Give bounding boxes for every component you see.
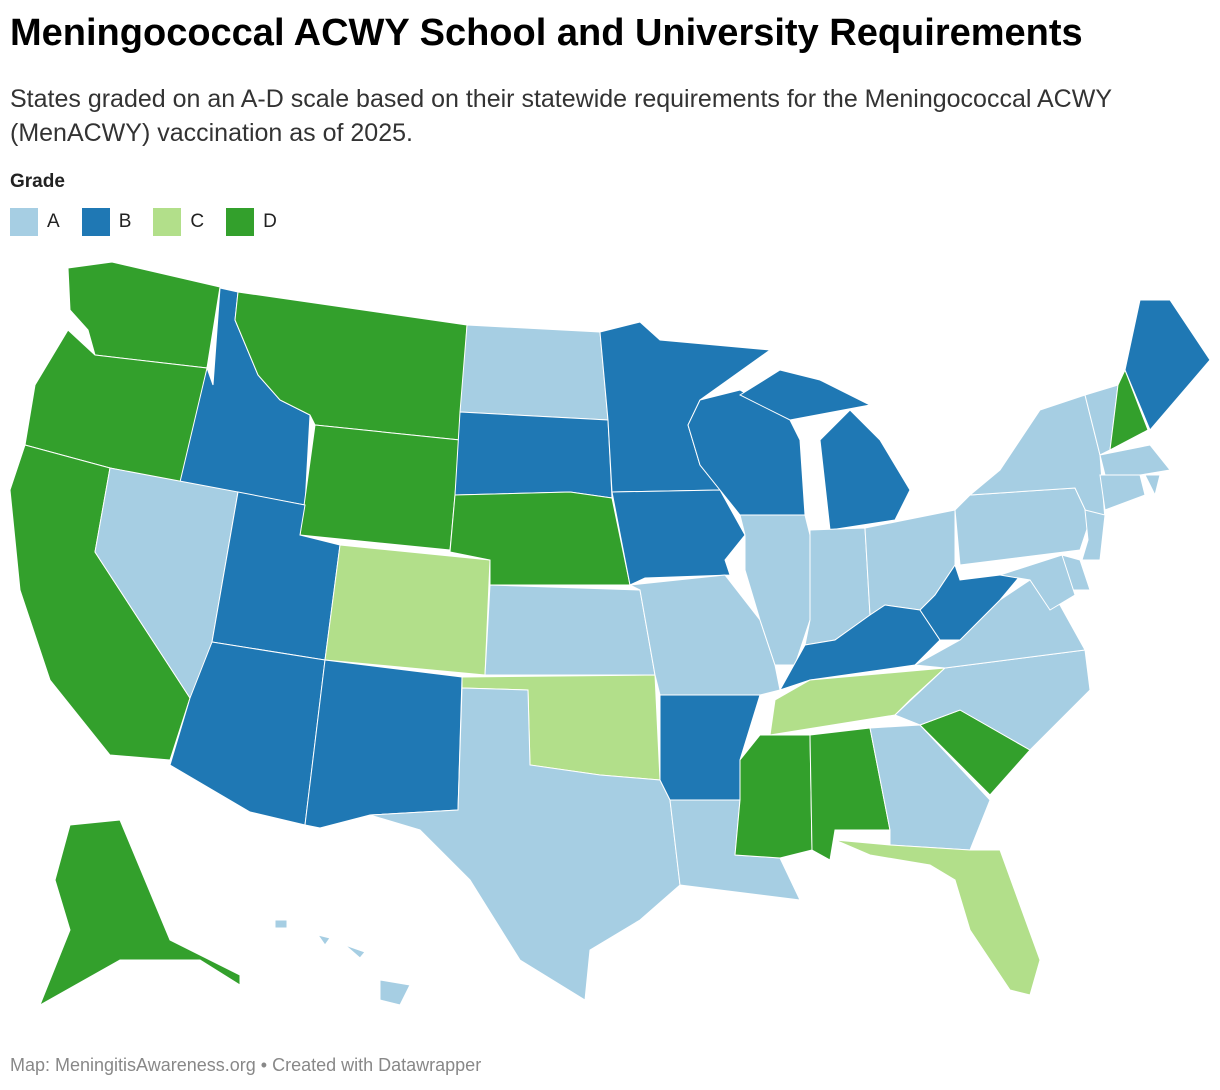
legend-title: Grade [10, 171, 65, 192]
legend-item: A [10, 208, 60, 236]
state [316, 934, 331, 946]
legend-swatch [10, 208, 38, 236]
state [834, 839, 1041, 996]
state [304, 659, 463, 829]
state [1081, 509, 1106, 561]
legend-swatch [153, 208, 182, 236]
state [819, 409, 911, 531]
state [1124, 299, 1211, 431]
legend-item: D [226, 208, 277, 236]
state [369, 687, 681, 1001]
legend-label: A [47, 211, 60, 232]
legend-swatch [81, 208, 110, 236]
state [379, 979, 411, 1006]
state [454, 411, 613, 499]
state [324, 544, 491, 676]
state [738, 369, 872, 421]
state [954, 487, 1091, 566]
legend-swatch [226, 208, 255, 236]
state [1099, 474, 1146, 511]
subtitle: States graded on an A-D scale based on t… [10, 85, 1112, 147]
state [734, 734, 813, 859]
state [611, 489, 746, 586]
state [299, 424, 461, 551]
footer: Map: MeningitisAwareness.org • Created w… [10, 1055, 482, 1075]
state [449, 491, 631, 586]
state [274, 919, 288, 929]
state [778, 604, 941, 691]
state [1109, 368, 1149, 451]
state [739, 514, 811, 666]
state [459, 324, 609, 421]
state [999, 554, 1076, 611]
state [1099, 444, 1171, 476]
title: Meningococcal ACWY School and University… [10, 12, 1083, 54]
state [628, 574, 781, 696]
state [1144, 474, 1161, 497]
legend-label: D [263, 211, 277, 232]
legend-label: B [118, 211, 132, 232]
legend: A B C D [10, 208, 277, 236]
state [484, 584, 656, 676]
legend-item: B [81, 208, 132, 236]
legend-label: C [190, 211, 205, 232]
state [39, 819, 241, 1007]
legend-item: C [153, 208, 204, 236]
state [344, 944, 366, 959]
